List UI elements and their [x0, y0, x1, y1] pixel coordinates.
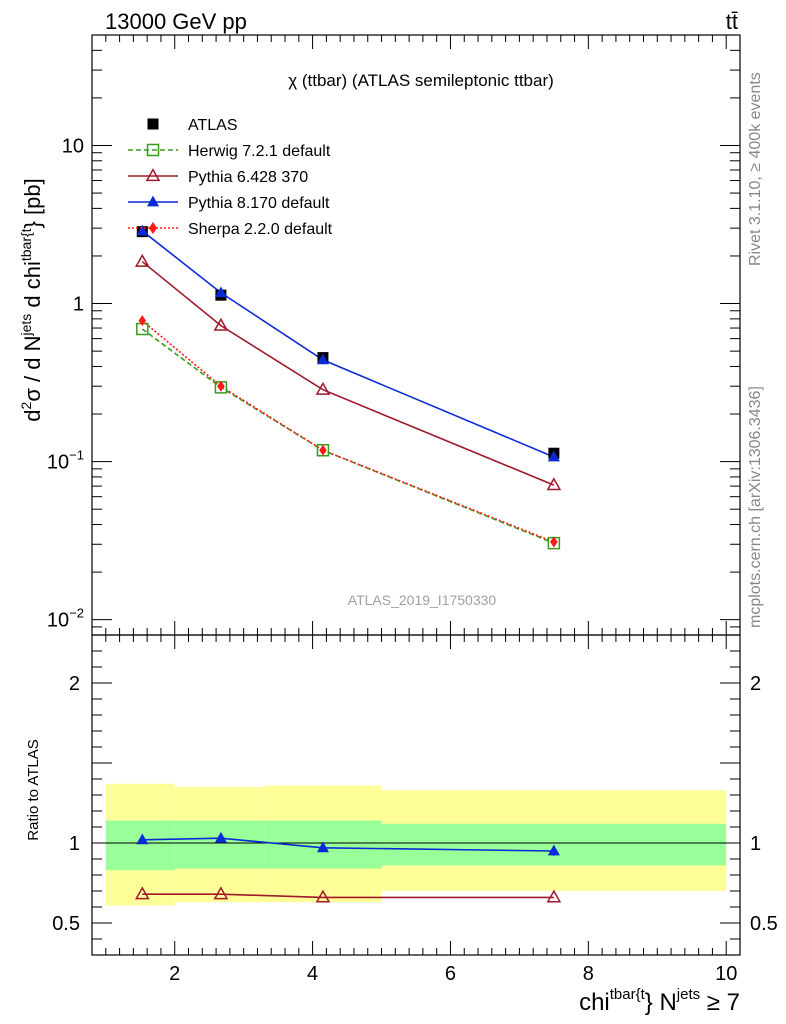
- source-label: mcplots.cern.ch [arXiv:1306.3436]: [747, 386, 764, 628]
- ratio-point-pythia-8-170-default: [316, 841, 329, 853]
- data-point-sherpa-2-2-0-default: [319, 444, 327, 456]
- ratio-point-pythia-6-428-370: [546, 889, 562, 903]
- ratio-y-tick-label-right: 2: [750, 673, 761, 695]
- series-line-pythia-6-428-370: [141, 261, 555, 486]
- ratio-y-tick-label-right: 0.5: [750, 913, 778, 935]
- legend-label-herwig-7-2-1-default: Herwig 7.2.1 default: [188, 143, 331, 160]
- y-label-sup-jets: jets: [18, 314, 34, 337]
- plot-title: χ (ttbar) (ATLAS semileptonic ttbar): [288, 71, 554, 90]
- y-tick-label-exp: −1: [69, 448, 84, 463]
- y-tick-label: 10−2: [47, 606, 84, 632]
- y-tick-label-base: 10: [47, 452, 69, 474]
- legend-marker-pythia-8-170-default: [146, 195, 160, 207]
- data-point-pythia-6-428-370: [134, 253, 150, 267]
- ratio-y-tick-label: 2: [69, 673, 80, 695]
- uncertainty-band-stat: [105, 820, 175, 871]
- uncertainty-band-stat: [174, 820, 265, 869]
- y-tick-label-base: 1: [73, 294, 84, 316]
- ratio-y-axis-label: Ratio to ATLAS: [25, 739, 42, 840]
- ratio-point-pythia-8-170-default: [547, 844, 560, 856]
- ratio-line-pythia-6-428-370: [142, 893, 554, 899]
- energy-label: 13000 GeV pp: [105, 9, 247, 34]
- legend-marker-herwig-7-2-1-default: [146, 143, 160, 157]
- uncertainty-band-stat: [381, 823, 727, 866]
- process-label: tt̄: [726, 9, 738, 34]
- ratio-y-tick-label: 0.5: [52, 913, 80, 935]
- y-tick-label-base: 10: [47, 610, 69, 632]
- y-tick-label-base: 10: [62, 135, 84, 157]
- x-label-tail: ≥ 7: [700, 989, 740, 1016]
- ratio-y-tick-label: 1: [69, 833, 80, 855]
- data-point-pythia-8-170-default: [316, 353, 329, 365]
- y-tick-label: 1: [73, 294, 84, 316]
- x-tick-label: 4: [307, 963, 318, 985]
- ratio-point-pythia-6-428-370: [134, 886, 150, 900]
- ratio-panel: 0.5 0.5 1 1 2 2 2 4 6 8 10 Ratio to ATLAS chitbar{…: [25, 634, 778, 1016]
- data-point-sherpa-2-2-0-default: [217, 380, 225, 392]
- rivet-label: Rivet 3.1.10, ≥ 400k events: [747, 72, 764, 266]
- y-label-sup-tbar: tbar{t: [18, 228, 34, 261]
- data-point-sherpa-2-2-0-default: [138, 315, 147, 327]
- ratio-point-pythia-8-170-default: [214, 831, 227, 843]
- x-label-sup-tbar: tbar{t: [610, 986, 646, 1003]
- y-label-dchi: d chi: [20, 261, 45, 314]
- x-tick-label: 6: [445, 963, 456, 985]
- y-tick-label-exp: −2: [69, 606, 84, 621]
- x-tick-label: 10: [715, 963, 737, 985]
- series-line-herwig-7-2-1-default: [141, 328, 555, 544]
- y-label-d: d: [20, 409, 45, 421]
- x-tick-label: 2: [169, 963, 180, 985]
- y-label-unit: } [pb]: [20, 178, 45, 228]
- data-point-pythia-8-170-default: [547, 450, 560, 462]
- legend-label-atlas: ATLAS: [188, 117, 238, 134]
- series-line-pythia-8-170-default: [141, 230, 555, 458]
- ratio-point-pythia-8-170-default: [136, 833, 149, 845]
- ratio-point-pythia-6-428-370: [213, 886, 229, 900]
- data-point-pythia-8-170-default: [214, 286, 227, 298]
- y-tick-label: 10: [62, 135, 84, 157]
- ratio-point-pythia-6-428-370: [315, 889, 331, 903]
- x-tick-label: 8: [583, 963, 594, 985]
- data-point-pythia-8-170-default: [136, 224, 149, 236]
- legend-label-sherpa-2-2-0-default: Sherpa 2.2.0 default: [188, 221, 333, 238]
- legend: ATLAS Herwig 7.2.1 default Pythia 6.428 37…: [128, 117, 333, 238]
- data-point-pythia-6-428-370: [315, 381, 331, 395]
- x-label-chi: chi: [579, 989, 610, 1016]
- legend-marker-sherpa-2-2-0-default: [148, 221, 158, 235]
- y-axis-label: d2σ / d Njets d chitbar{t} [pb]: [18, 178, 45, 421]
- data-point-pythia-6-428-370: [546, 477, 562, 491]
- ratio-line-pythia-8-170-default: [142, 837, 554, 852]
- x-label-n: } N: [645, 989, 677, 1016]
- x-label-sup-jets: jets: [676, 986, 700, 1003]
- legend-marker-pythia-6-428-370: [145, 168, 161, 182]
- analysis-id: ATLAS_2019_I1750330: [348, 592, 497, 608]
- legend-label-pythia-8-170-default: Pythia 8.170 default: [188, 195, 330, 212]
- y-label-sigma: σ / d N: [20, 336, 45, 402]
- x-axis-label: chitbar{t} Njets ≥ 7: [579, 986, 740, 1016]
- y-label-sup-2: 2: [18, 401, 34, 409]
- data-point-sherpa-2-2-0-default: [550, 536, 558, 548]
- legend-marker-atlas: [147, 118, 159, 130]
- data-point-pythia-6-428-370: [213, 317, 229, 331]
- y-tick-label: 10−1: [47, 448, 84, 474]
- ratio-y-tick-label-right: 1: [750, 833, 761, 855]
- legend-label-pythia-6-428-370: Pythia 6.428 370: [188, 169, 308, 186]
